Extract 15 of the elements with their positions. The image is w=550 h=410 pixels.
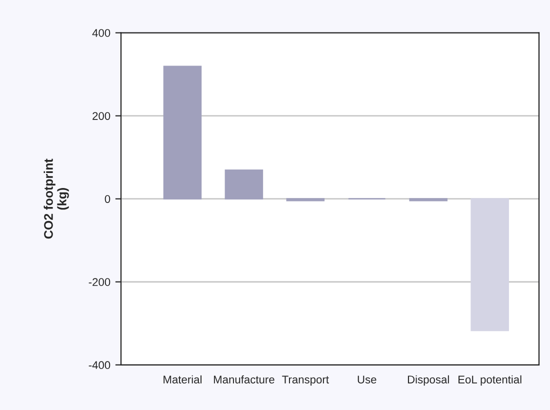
bar xyxy=(224,170,264,200)
y-tick-label: 200 xyxy=(92,112,110,120)
y-tick-label: -200 xyxy=(88,278,110,286)
x-tick-label: Transport xyxy=(282,376,329,386)
x-tick-label: Material xyxy=(164,375,202,384)
y-tick-label: -400 xyxy=(88,361,110,370)
bar xyxy=(470,198,509,332)
x-tick-label: Manufacture xyxy=(214,375,274,384)
bar xyxy=(163,66,202,200)
x-tick-label: Disposal xyxy=(408,375,449,386)
x-tick-label: Use xyxy=(358,376,376,384)
y-tick-label: 400 xyxy=(92,29,110,37)
x-tick-label: EoL potential xyxy=(458,375,522,386)
y-tick-label: 0 xyxy=(104,195,110,203)
y-axis-title: CO2 footprint (kg) xyxy=(44,158,69,239)
